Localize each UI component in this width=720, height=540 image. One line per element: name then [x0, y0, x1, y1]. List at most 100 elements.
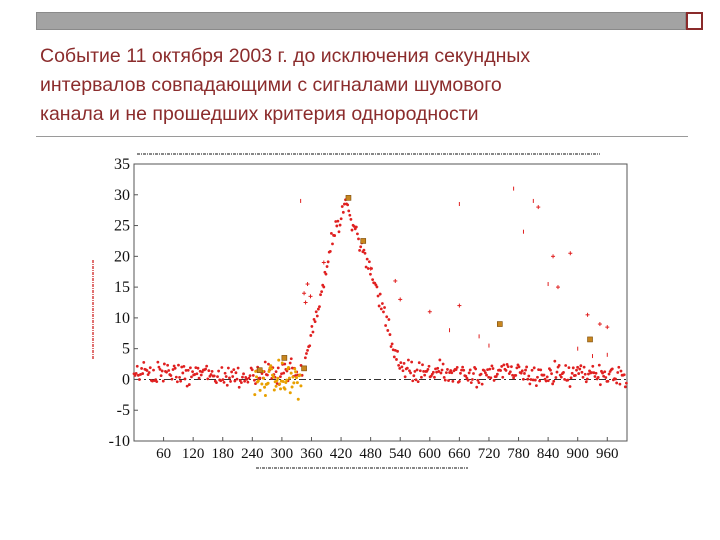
data-point — [380, 302, 384, 305]
data-point — [225, 383, 229, 387]
excluded-data-point — [299, 384, 303, 388]
data-point — [169, 374, 173, 377]
data-point — [231, 375, 235, 378]
data-point — [455, 365, 459, 369]
excluded-data-point — [254, 369, 258, 373]
data-point — [162, 362, 166, 366]
chart-caption-layer — [92, 153, 600, 469]
plus-marker — [536, 205, 541, 210]
y-tick-labels: 35 30 25 20 15 10 5 0 -5 -10 — [109, 156, 138, 450]
data-point — [352, 224, 356, 228]
excluded-data-point — [280, 361, 284, 365]
excluded-data-point — [263, 394, 267, 398]
data-point — [239, 381, 243, 385]
data-point — [138, 378, 141, 381]
data-point — [444, 371, 448, 375]
excluded-data-point — [281, 379, 285, 383]
data-point — [363, 251, 367, 255]
data-point — [178, 376, 181, 379]
data-point — [410, 360, 414, 364]
excluded-data-point — [295, 381, 299, 385]
data-point — [480, 382, 484, 386]
data-point — [279, 375, 282, 379]
data-point — [229, 380, 232, 383]
data-point — [470, 378, 474, 381]
data-point — [199, 373, 203, 377]
excluded-data-point — [272, 388, 276, 392]
data-point — [333, 234, 337, 237]
data-point — [574, 373, 577, 377]
data-point — [549, 368, 552, 372]
square-marker — [345, 195, 352, 201]
data-point — [587, 372, 590, 376]
excluded-data-point — [285, 378, 289, 382]
plus-marker — [605, 325, 610, 330]
data-point — [402, 362, 406, 365]
excluded-data-point — [266, 381, 270, 385]
x-tick-label: 720 — [478, 446, 501, 462]
data-point — [210, 369, 214, 373]
data-point — [616, 371, 620, 374]
data-point — [392, 355, 396, 359]
y-tick-label: 15 — [114, 279, 130, 296]
y-tick-label: 0 — [122, 371, 130, 388]
data-point — [519, 371, 523, 375]
data-point — [274, 370, 278, 374]
x-tick-label: 120 — [182, 446, 205, 462]
data-point — [334, 220, 338, 223]
data-point — [180, 365, 184, 369]
excluded-data-point — [293, 367, 297, 371]
data-point — [409, 371, 412, 375]
data-point — [567, 366, 571, 370]
data-point — [438, 358, 442, 362]
data-point — [568, 385, 572, 388]
data-point — [161, 379, 165, 383]
data-point — [412, 374, 416, 378]
data-point — [422, 369, 425, 373]
data-point — [139, 373, 142, 376]
data-point — [134, 371, 138, 375]
data-point — [403, 375, 407, 379]
data-point — [421, 363, 424, 367]
data-point — [182, 365, 186, 368]
data-point — [306, 348, 309, 352]
data-point — [191, 370, 194, 374]
data-point — [226, 366, 230, 370]
data-point — [388, 333, 392, 336]
data-point — [602, 374, 606, 378]
data-point — [329, 231, 333, 235]
data-point — [328, 249, 332, 253]
data-point — [151, 379, 154, 383]
data-point — [379, 307, 383, 311]
x-tick-label: 600 — [419, 446, 442, 462]
x-tick-labels: 60 120 180 240 300 360 420 480 540 600 660 720 780 84… — [156, 437, 619, 462]
data-point — [390, 342, 394, 346]
data-point — [288, 361, 292, 365]
data-point — [417, 361, 421, 365]
excluded-data-point — [287, 376, 291, 380]
data-point — [267, 362, 270, 366]
data-point — [212, 374, 216, 378]
data-point — [479, 372, 483, 376]
plus-marker — [308, 294, 313, 299]
excluded-data-point — [277, 358, 281, 362]
plot-frame — [133, 163, 628, 442]
data-point — [545, 375, 549, 379]
y-tick-label: 35 — [114, 156, 130, 173]
data-point — [204, 367, 207, 371]
excluded-data-point — [260, 382, 264, 386]
excluded-data-point — [256, 379, 260, 383]
slide-title-line-1: Событие 11 октября 2003 г. до исключения… — [40, 45, 531, 67]
data-point — [174, 375, 178, 379]
data-point — [610, 367, 614, 371]
data-point — [246, 380, 250, 384]
data-point — [156, 360, 160, 364]
data-point — [531, 378, 535, 382]
data-point — [187, 383, 191, 386]
excluded-data-point — [291, 375, 295, 379]
plus-marker — [597, 322, 602, 327]
excluded-data-point — [276, 376, 280, 380]
data-point — [148, 366, 152, 370]
data-point — [223, 371, 227, 375]
data-point — [234, 371, 238, 375]
